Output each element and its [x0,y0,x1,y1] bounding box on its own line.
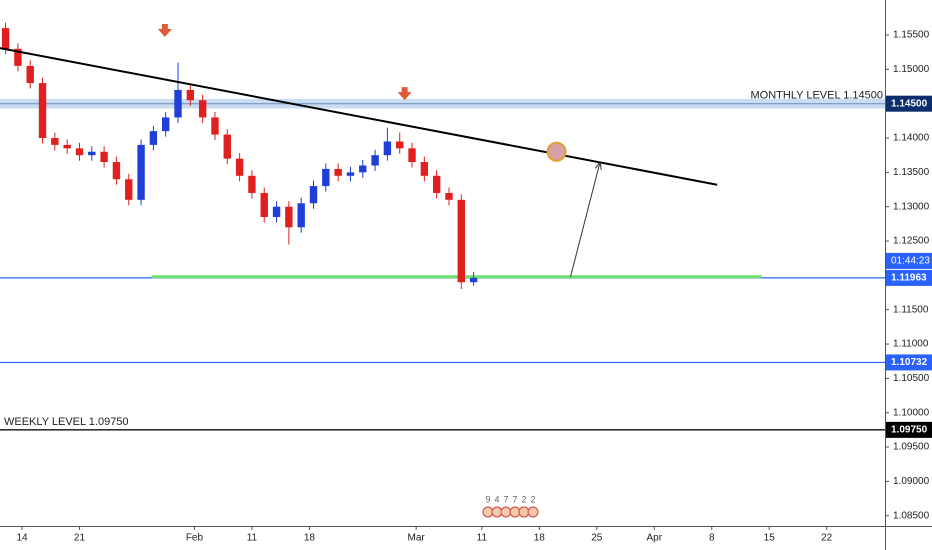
price-label: 1.09750 [891,425,928,436]
event-label: 2 [530,494,535,504]
event-label: 7 [503,494,508,504]
candle-body [162,117,170,132]
down-marker [397,87,412,101]
price-label: 1.10732 [891,357,928,368]
countdown: 01:44:23 [891,256,930,267]
y-tick-label: 1.13500 [893,167,930,178]
candle-body [1,28,10,49]
trendline [0,47,718,186]
y-tick-label: 1.14000 [893,133,930,144]
x-tick-label: 11 [247,533,258,544]
price-label: 1.14500 [891,98,928,109]
monthly-label: MONTHLY LEVEL 1.14500 [751,90,883,102]
candle-body [186,89,195,101]
candle-body [223,134,231,159]
candle-body [260,192,268,217]
candle-body [445,192,453,200]
y-tick-label: 1.15500 [893,30,930,41]
x-tick-label: 15 [764,533,776,544]
candle-body [309,186,318,204]
candle-body [51,138,59,145]
candle-body [297,203,305,228]
price-label: 1.11963 [891,273,927,284]
x-tick-label: 25 [591,533,603,544]
countdown-box [886,252,932,269]
y-tick-label: 1.11500 [893,304,929,315]
candle-body [174,89,182,118]
x-tick-label: 22 [821,533,833,544]
price-label-box [886,421,932,438]
candle-body [75,148,84,156]
x-tick-label: 8 [709,533,715,544]
candle-body [112,162,121,180]
candle-body [198,100,207,118]
candle-body [322,168,330,187]
weekly-label: WEEKLY LEVEL 1.09750 [4,416,129,428]
y-tick-label: 1.11000 [893,339,929,350]
candle-body [346,172,355,176]
projection-arrow [570,161,601,277]
candle-body [149,131,158,145]
x-tick-label: Feb [186,533,204,544]
candle-body [469,277,478,283]
x-tick-label: 18 [304,533,316,544]
candle-body [383,141,392,156]
candle-body [285,206,293,228]
price-label-box [886,354,932,371]
y-tick-label: 1.09500 [893,442,930,453]
price-label-box [886,95,932,112]
y-tick-label: 1.10500 [893,373,930,384]
down-marker [157,23,172,37]
candle-body [88,151,96,156]
candle-body [334,168,342,176]
event-label: 7 [512,494,517,504]
candle-body [14,48,22,66]
candle-body [420,162,429,176]
y-tick-label: 1.10000 [893,407,930,418]
candle-body [272,206,281,217]
y-tick-label: 1.08500 [893,510,930,521]
x-tick-label: 14 [16,533,28,544]
target-circle [546,141,567,162]
candle-body [235,158,244,176]
y-tick-label: 1.13000 [893,201,930,212]
candle-body [63,144,71,149]
x-tick-label: Mar [408,533,426,544]
y-tick-label: 1.12500 [893,236,930,247]
arrow-head [594,160,602,171]
candle-body [396,141,404,149]
candle-body [371,155,379,166]
x-tick-label: 21 [74,533,86,544]
candle-body [211,117,219,135]
candle-body [38,83,47,139]
event-label: 2 [521,494,526,504]
candle-body [137,144,145,200]
candle-body [26,65,34,84]
y-tick-label: 1.09000 [893,476,930,487]
candle-body [457,199,465,283]
candle-body [100,151,108,163]
candle-body [359,165,367,173]
event-label: 9 [485,494,490,504]
x-tick-label: 11 [477,533,488,544]
event-label: 4 [494,494,499,504]
event-icon [527,506,539,518]
candle-body [408,148,416,163]
candle-body [432,175,441,193]
x-tick-label: 18 [534,533,546,544]
candle-body [125,179,133,200]
price-label-box [886,269,932,286]
candle-body [248,175,256,193]
y-tick-label: 1.15000 [893,64,930,75]
x-tick-label: Apr [646,533,662,544]
